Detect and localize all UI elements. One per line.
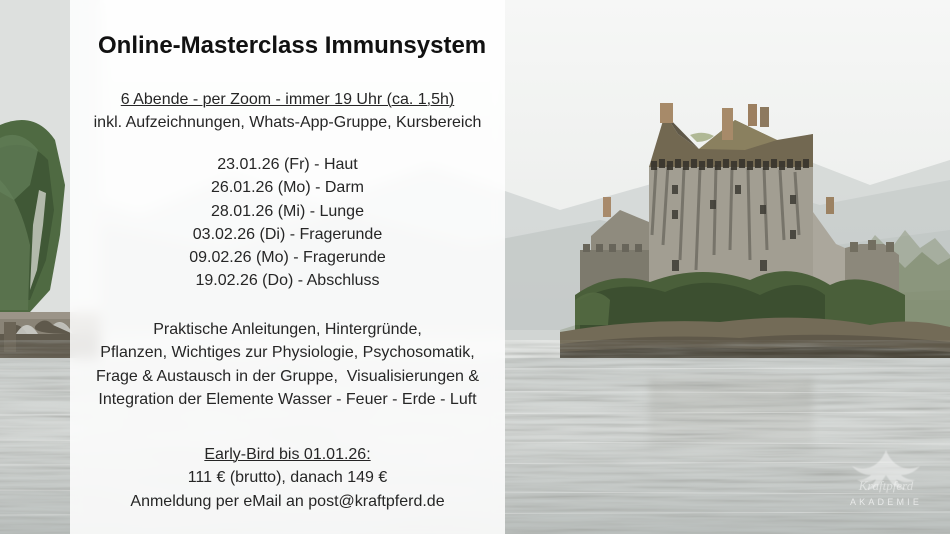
svg-text:Kraftpferd: Kraftpferd bbox=[858, 478, 914, 493]
svg-text:AKADEMIE: AKADEMIE bbox=[850, 497, 922, 507]
